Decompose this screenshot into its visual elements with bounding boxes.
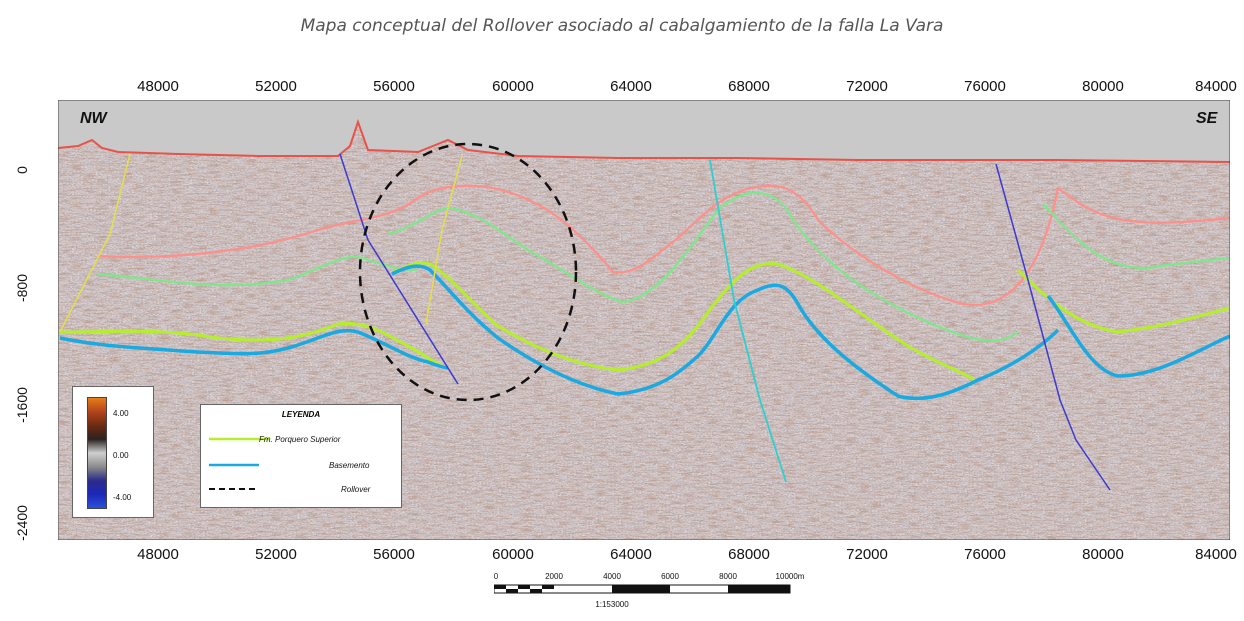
direction-label-nw: NW: [80, 110, 107, 127]
legend-label: Basemento: [329, 461, 370, 470]
horizon-green: [97, 255, 419, 287]
horizon-basement: [59, 264, 1230, 401]
direction-label-se: SE: [1196, 110, 1218, 127]
amplitude-colorbar: 4.00 0.00 -4.00: [72, 386, 154, 518]
legend-swatches: [209, 437, 269, 490]
x-tick-label: 80000: [1082, 78, 1124, 95]
scale-ratio: 1:153000: [595, 600, 629, 609]
y-tick-label: -2400: [14, 505, 30, 541]
colorbar-label: -4.00: [113, 493, 132, 502]
scale-label: 6000: [661, 572, 679, 581]
x-tick-label: 56000: [373, 78, 415, 95]
scale-label: 4000: [603, 572, 621, 581]
horizon-porquero-superior: [59, 261, 1230, 382]
y-tick-label: -800: [14, 273, 30, 303]
scale-label: 0: [493, 572, 499, 581]
rollover-outline: [358, 142, 578, 402]
x-tick-label: 60000: [492, 78, 534, 95]
x-tick-label: 72000: [846, 78, 888, 95]
colorbar-gradient: [87, 397, 107, 509]
scale-label: 2000: [545, 572, 563, 581]
x-tick-label: 84000: [1195, 546, 1237, 563]
x-tick-label: 48000: [137, 78, 179, 95]
x-tick-label: 80000: [1082, 546, 1124, 563]
x-tick-label: 60000: [492, 546, 534, 563]
scale-label: 8000: [719, 572, 737, 581]
x-tick-label: 64000: [610, 78, 652, 95]
legend-title: LEYENDA: [281, 410, 321, 419]
x-tick-label: 76000: [964, 78, 1006, 95]
fault-line-blue: [995, 163, 1111, 491]
x-tick-label: 68000: [728, 78, 770, 95]
y-tick-label: 0: [14, 166, 30, 174]
fault-line-blue: [339, 153, 459, 385]
x-tick-label: 48000: [137, 546, 179, 563]
y-tick-label: -1600: [14, 387, 30, 423]
colorbar-label: 4.00: [113, 409, 129, 418]
scale-label: 10000m: [775, 572, 805, 581]
x-tick-label: 68000: [728, 546, 770, 563]
x-tick-label: 56000: [373, 546, 415, 563]
x-tick-label: 52000: [255, 78, 297, 95]
topography-line: [58, 118, 1230, 163]
legend: LEYENDA Fm. Porquero Superior Basemento …: [200, 404, 402, 508]
legend-label: Fm. Porquero Superior: [259, 435, 341, 444]
figure-title: Mapa conceptual del Rollover asociado al…: [300, 16, 944, 36]
fault-line-yellow: [59, 153, 131, 333]
colorbar-label: 0.00: [113, 451, 129, 460]
x-tick-label: 72000: [846, 546, 888, 563]
x-tick-label: 52000: [255, 546, 297, 563]
x-tick-label: 84000: [1195, 78, 1237, 95]
scale-bar-graphic: [494, 584, 791, 594]
seismic-amplitude: [58, 122, 1230, 540]
legend-label: Rollover: [341, 485, 371, 494]
fault-line-yellow: [425, 155, 463, 325]
fault-line-cyan: [709, 159, 787, 483]
x-tick-label: 76000: [964, 546, 1006, 563]
x-tick-label: 64000: [610, 546, 652, 563]
horizon-green: [387, 191, 1230, 342]
